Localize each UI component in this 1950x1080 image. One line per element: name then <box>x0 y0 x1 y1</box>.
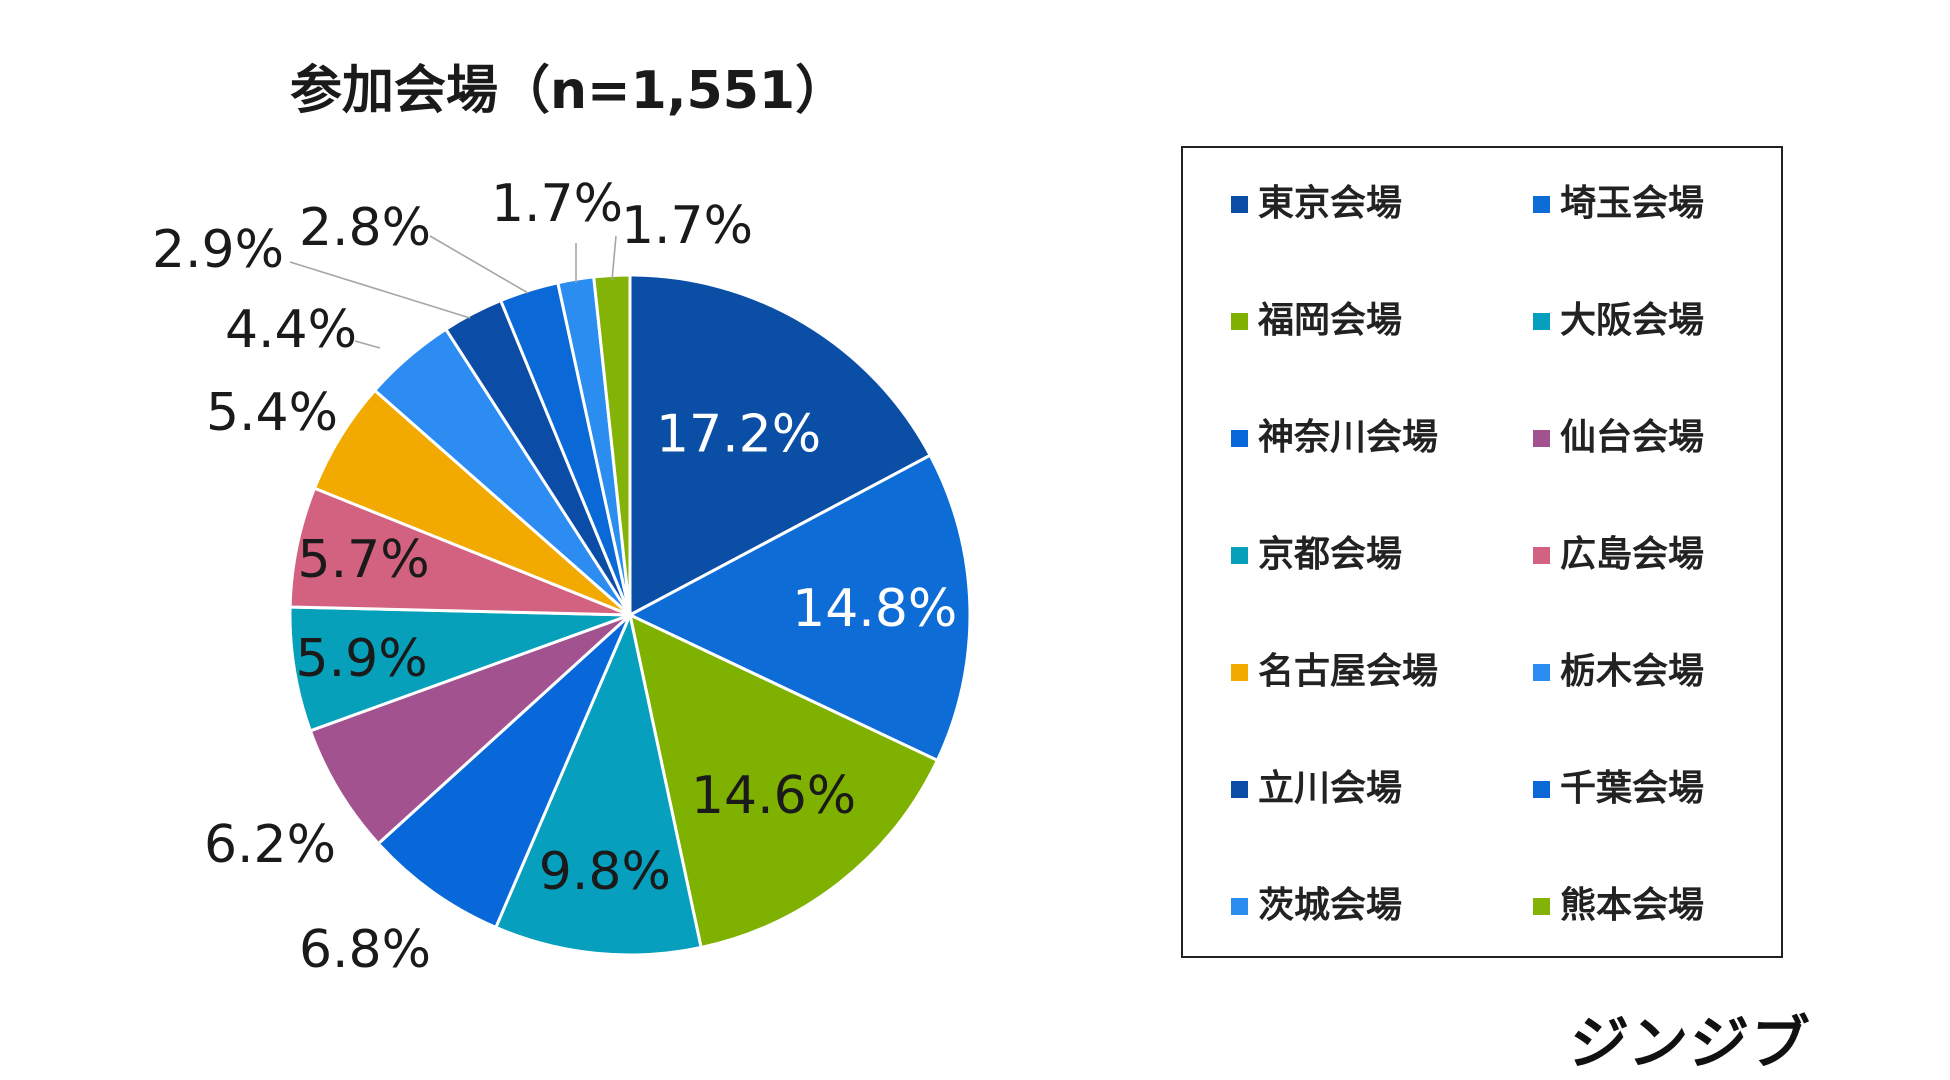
data-label-11: 2.9% <box>152 220 284 280</box>
legend-label: 京都会場 <box>1258 534 1403 575</box>
legend-swatch <box>1533 429 1550 447</box>
data-labels: 17.2% 14.8% 14.6% 9.8% 6.8% 6.2% 5.9% 5.7% 5.4% 4… <box>152 174 957 980</box>
pie-slice-6 <box>308 613 632 846</box>
legend-swatch <box>1231 897 1248 915</box>
legend-item: 東京会場 <box>1231 186 1402 222</box>
legend-item: 栃木会場 <box>1533 654 1704 690</box>
leader-line-14 <box>611 235 617 281</box>
data-label-4: 9.8% <box>539 842 671 902</box>
data-label-12: 2.8% <box>299 198 431 258</box>
pie-slice-3 <box>627 612 940 950</box>
legend-label: 栃木会場 <box>1560 651 1705 692</box>
legend-item: 立川会場 <box>1231 771 1402 807</box>
data-label-13: 1.7% <box>491 174 623 234</box>
chart-title: 参加会場（n=1,551） <box>290 61 848 121</box>
legend-swatch <box>1533 897 1550 915</box>
leader-line-12 <box>429 235 529 294</box>
legend-swatch <box>1231 195 1248 213</box>
legend: 東京会場 埼玉会場福岡会場 大阪会場神奈川会場 仙台会場京都会場 広島会場名古屋会場 栃木… <box>1181 146 1783 958</box>
data-label-8: 5.7% <box>298 530 430 590</box>
pie-slice-7 <box>288 605 631 733</box>
legend-swatch <box>1231 663 1248 681</box>
data-label-1: 17.2% <box>656 404 821 464</box>
legend-item: 茨城会場 <box>1231 888 1402 924</box>
legend-item: 京都会場 <box>1231 537 1402 573</box>
leader-line-10 <box>354 340 381 349</box>
legend-item: 広島会場 <box>1533 537 1704 573</box>
legend-label: 千葉会場 <box>1560 768 1705 809</box>
pie-slice-4 <box>493 610 703 957</box>
legend-label: 広島会場 <box>1560 534 1705 575</box>
legend-label: 茨城会場 <box>1258 885 1403 926</box>
legend-label: 立川会場 <box>1258 768 1403 809</box>
legend-swatch <box>1533 546 1550 564</box>
legend-item: 埼玉会場 <box>1533 186 1704 222</box>
legend-item: 千葉会場 <box>1533 771 1704 807</box>
legend-swatch <box>1231 780 1248 798</box>
pie-slice-2 <box>626 453 972 763</box>
pie-slice-5 <box>376 613 632 930</box>
data-label-14: 1.7% <box>621 196 753 256</box>
legend-label: 仙台会場 <box>1560 417 1705 458</box>
brand-logo: ジンジブ <box>1565 1009 1814 1077</box>
legend-label: 大阪会場 <box>1560 300 1705 341</box>
data-label-2: 14.8% <box>792 579 957 639</box>
data-label-10: 4.4% <box>225 300 357 360</box>
legend-label: 福岡会場 <box>1258 300 1403 341</box>
legend-label: 埼玉会場 <box>1560 183 1705 224</box>
legend-item: 名古屋会場 <box>1231 654 1438 690</box>
legend-item: 福岡会場 <box>1231 303 1402 339</box>
legend-item: 仙台会場 <box>1533 420 1704 456</box>
data-label-6: 6.2% <box>204 815 336 875</box>
leader-line-11 <box>289 261 471 319</box>
data-label-7: 5.9% <box>296 629 428 689</box>
leader-lines <box>289 235 617 349</box>
legend-swatch <box>1533 312 1550 330</box>
pie-slices <box>288 273 972 957</box>
legend-swatch <box>1533 663 1550 681</box>
pie-slice-1 <box>628 273 933 618</box>
legend-label: 名古屋会場 <box>1258 651 1439 692</box>
legend-item: 大阪会場 <box>1533 303 1704 339</box>
legend-label: 東京会場 <box>1258 183 1403 224</box>
data-label-5: 6.8% <box>299 920 431 980</box>
legend-swatch <box>1231 546 1248 564</box>
legend-swatch <box>1231 429 1248 447</box>
legend-swatch <box>1533 195 1550 213</box>
legend-label: 神奈川会場 <box>1258 417 1439 458</box>
legend-item: 神奈川会場 <box>1231 420 1438 456</box>
data-label-9: 5.4% <box>206 383 338 443</box>
legend-swatch <box>1231 312 1248 330</box>
data-label-3: 14.6% <box>691 766 856 826</box>
legend-swatch <box>1533 780 1550 798</box>
legend-label: 熊本会場 <box>1560 885 1705 926</box>
legend-item: 熊本会場 <box>1533 888 1704 924</box>
